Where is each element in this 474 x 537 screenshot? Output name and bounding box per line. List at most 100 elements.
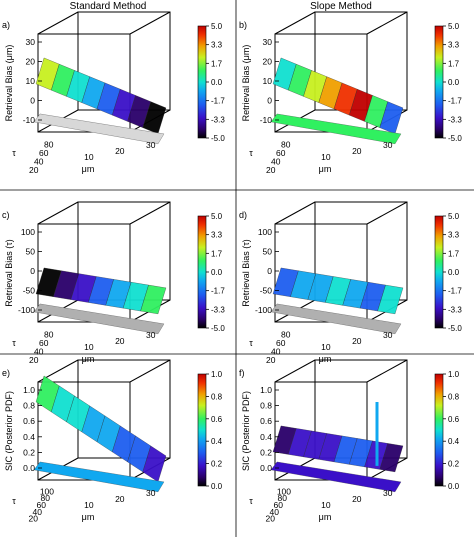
- y-tick-label: 80: [44, 329, 54, 339]
- colorbar-tick-label: -1.7: [448, 287, 462, 296]
- box-edge: [366, 201, 408, 225]
- y-tick-label: 100: [277, 486, 291, 496]
- colorbar: [434, 373, 444, 487]
- z-tick-label: 0: [267, 266, 272, 276]
- colorbar-tick-label: -1.7: [211, 287, 225, 296]
- y-tick-label: 80: [41, 493, 51, 503]
- panel-label: f): [239, 368, 245, 378]
- x-tick-label: 20: [352, 146, 362, 156]
- surface: [33, 375, 167, 493]
- box-edge: [129, 11, 171, 35]
- x-axis-label: μm: [319, 512, 332, 522]
- y-axis-label: τ: [249, 338, 253, 348]
- y-tick-label: 40: [33, 507, 43, 517]
- colorbar-tick-label: -3.3: [211, 115, 225, 124]
- colorbar: [434, 215, 444, 329]
- panel-label: a): [2, 20, 10, 30]
- y-tick-label: 80: [44, 139, 54, 149]
- z-axis-label: Retrieval Bias (τ): [241, 239, 251, 307]
- surface-strip: [140, 284, 167, 315]
- surface-base: [270, 303, 402, 335]
- z-tick-label: 30: [26, 37, 36, 47]
- box-edge: [366, 359, 408, 383]
- z-tick-label: 50: [26, 247, 36, 257]
- colorbar-tick-label: -5.0: [211, 324, 225, 333]
- z-tick-label: -100: [18, 305, 35, 315]
- z-tick-label: -50: [260, 286, 273, 296]
- colorbar-tick-label: 0.0: [211, 482, 223, 491]
- x-tick-label: 20: [352, 494, 362, 504]
- colorbar-tick-label: 0.4: [448, 437, 460, 446]
- colorbar-tick-label: 1.7: [211, 59, 223, 68]
- colorbar-tick-label: 3.3: [448, 231, 460, 240]
- colorbar-tick-label: 0.0: [211, 268, 223, 277]
- surface-base: [270, 113, 402, 145]
- y-tick-label: 40: [271, 346, 281, 356]
- colorbar-tick-label: 1.0: [448, 370, 460, 379]
- colorbar-tick-label: 0.4: [211, 437, 223, 446]
- colorbar-tick-label: 5.0: [211, 212, 223, 221]
- z-tick-label: 20: [263, 57, 273, 67]
- y-tick-label: 60: [39, 338, 49, 348]
- column-title-left: Standard Method: [70, 1, 147, 12]
- y-axis-label: τ: [12, 338, 16, 348]
- y-tick-label: 20: [266, 355, 276, 365]
- z-tick-label: 10: [26, 76, 36, 86]
- panel-label: e): [2, 368, 10, 378]
- surface-base: [270, 461, 402, 493]
- z-axis-label: Retrieval Bias (τ): [4, 239, 14, 307]
- colorbar-tick-label: 0.0: [211, 78, 223, 87]
- z-tick-label: -10: [260, 115, 273, 125]
- x-tick-label: 20: [352, 336, 362, 346]
- z-axis-label: SIC (Posterior PDF): [241, 391, 251, 471]
- y-axis-label: τ: [249, 148, 253, 158]
- y-tick-label: 40: [34, 156, 44, 166]
- y-tick-label: 40: [271, 156, 281, 166]
- y-tick-label: 60: [276, 338, 286, 348]
- box-edge: [274, 201, 316, 225]
- y-tick-label: 40: [270, 507, 280, 517]
- box-edge: [37, 11, 79, 35]
- z-axis-label: Retrieval Bias (μm): [241, 45, 251, 122]
- z-tick-label: 0: [267, 96, 272, 106]
- surface: [33, 57, 167, 145]
- z-tick-label: -100: [255, 305, 272, 315]
- colorbar-tick-label: 1.7: [448, 59, 460, 68]
- colorbar-tick-label: 0.0: [448, 482, 460, 491]
- z-tick-label: 100: [258, 227, 272, 237]
- colorbar-tick-label: -5.0: [448, 134, 462, 143]
- surface-base: [33, 461, 165, 493]
- panel-label: d): [239, 210, 247, 220]
- y-axis-label: τ: [12, 148, 16, 158]
- x-axis-label: μm: [82, 512, 95, 522]
- z-tick-label: 0.6: [260, 416, 272, 426]
- surface-strip: [377, 284, 404, 315]
- x-tick-label: 30: [383, 330, 393, 340]
- colorbar-tick-label: 0.8: [448, 392, 460, 401]
- surface: [270, 57, 404, 145]
- z-tick-label: 0.6: [23, 416, 35, 426]
- z-tick-label: 0.4: [23, 432, 35, 442]
- z-tick-label: 0.8: [260, 401, 272, 411]
- x-tick-label: 20: [115, 146, 125, 156]
- colorbar: [197, 215, 207, 329]
- colorbar-tick-label: 3.3: [448, 41, 460, 50]
- z-tick-label: 50: [263, 247, 273, 257]
- y-tick-label: 60: [276, 148, 286, 158]
- x-tick-label: 10: [321, 500, 331, 510]
- x-tick-label: 20: [115, 336, 125, 346]
- panel-label: c): [2, 210, 10, 220]
- colorbar-tick-label: 1.7: [211, 249, 223, 258]
- z-tick-label: 0.2: [23, 447, 35, 457]
- surface: [270, 402, 404, 493]
- box-edge: [366, 11, 408, 35]
- colorbar-tick-label: 0.2: [448, 460, 460, 469]
- z-tick-label: -10: [23, 115, 36, 125]
- colorbar-tick-label: -3.3: [211, 305, 225, 314]
- z-tick-label: 0.0: [260, 463, 272, 473]
- x-axis-label: μm: [319, 164, 332, 174]
- y-tick-label: 20: [266, 514, 276, 524]
